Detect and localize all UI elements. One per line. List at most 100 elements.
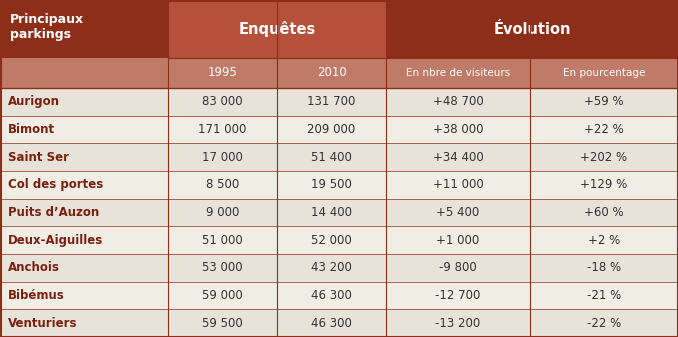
- Bar: [386, 171, 530, 199]
- Bar: [386, 309, 530, 337]
- Bar: [530, 116, 678, 143]
- Text: +34 400: +34 400: [433, 151, 483, 164]
- Text: Aurigon: Aurigon: [8, 95, 60, 108]
- Bar: [277, 88, 386, 116]
- Bar: [530, 309, 678, 337]
- Bar: [530, 58, 678, 88]
- Text: +5 400: +5 400: [437, 206, 479, 219]
- Text: Venturiers: Venturiers: [8, 317, 77, 330]
- Text: Évolution: Évolution: [494, 22, 571, 36]
- Bar: [168, 226, 277, 254]
- Text: 1995: 1995: [207, 66, 237, 80]
- Text: 8 500: 8 500: [206, 178, 239, 191]
- Bar: [168, 171, 277, 199]
- Text: 59 500: 59 500: [202, 317, 243, 330]
- Bar: [168, 0, 386, 58]
- Bar: [168, 88, 277, 116]
- Bar: [386, 254, 530, 282]
- Bar: [0, 143, 168, 171]
- Text: +129 %: +129 %: [580, 178, 628, 191]
- Bar: [168, 58, 277, 88]
- Text: Puits d’Auzon: Puits d’Auzon: [8, 206, 99, 219]
- Text: Enquêtes: Enquêtes: [239, 21, 316, 37]
- Text: 9 000: 9 000: [206, 206, 239, 219]
- Text: Deux-Aiguilles: Deux-Aiguilles: [8, 234, 103, 247]
- Bar: [0, 309, 168, 337]
- Text: En pourcentage: En pourcentage: [563, 68, 645, 78]
- Bar: [530, 88, 678, 116]
- Text: 171 000: 171 000: [198, 123, 247, 136]
- Bar: [386, 0, 678, 58]
- Text: +48 700: +48 700: [433, 95, 483, 108]
- Text: 43 200: 43 200: [311, 261, 352, 274]
- Text: 52 000: 52 000: [311, 234, 352, 247]
- Bar: [277, 226, 386, 254]
- Text: +22 %: +22 %: [584, 123, 624, 136]
- Text: 2010: 2010: [317, 66, 346, 80]
- Text: 14 400: 14 400: [311, 206, 352, 219]
- Bar: [386, 143, 530, 171]
- Bar: [277, 282, 386, 309]
- Bar: [386, 88, 530, 116]
- Bar: [386, 226, 530, 254]
- Text: 46 300: 46 300: [311, 317, 352, 330]
- Bar: [530, 226, 678, 254]
- Bar: [277, 171, 386, 199]
- Bar: [0, 226, 168, 254]
- Bar: [168, 282, 277, 309]
- Bar: [386, 58, 530, 88]
- Text: +1 000: +1 000: [437, 234, 479, 247]
- Bar: [168, 199, 277, 226]
- Text: Bibémus: Bibémus: [8, 289, 65, 302]
- Bar: [168, 309, 277, 337]
- Text: 83 000: 83 000: [202, 95, 243, 108]
- Text: En nbre de visiteurs: En nbre de visiteurs: [406, 68, 510, 78]
- Text: +11 000: +11 000: [433, 178, 483, 191]
- Bar: [277, 143, 386, 171]
- Bar: [168, 116, 277, 143]
- Bar: [0, 282, 168, 309]
- Text: -12 700: -12 700: [435, 289, 481, 302]
- Bar: [530, 199, 678, 226]
- Bar: [277, 309, 386, 337]
- Text: +60 %: +60 %: [584, 206, 624, 219]
- Text: 131 700: 131 700: [307, 95, 356, 108]
- Bar: [530, 282, 678, 309]
- Text: +202 %: +202 %: [580, 151, 628, 164]
- Bar: [277, 116, 386, 143]
- Text: -13 200: -13 200: [435, 317, 481, 330]
- Text: Principaux
parkings: Principaux parkings: [10, 13, 84, 41]
- Bar: [0, 171, 168, 199]
- Text: +2 %: +2 %: [588, 234, 620, 247]
- Text: Bimont: Bimont: [8, 123, 55, 136]
- Text: -9 800: -9 800: [439, 261, 477, 274]
- Text: Anchois: Anchois: [8, 261, 60, 274]
- Text: -21 %: -21 %: [587, 289, 621, 302]
- Text: +59 %: +59 %: [584, 95, 624, 108]
- Text: Saint Ser: Saint Ser: [8, 151, 69, 164]
- Text: 51 400: 51 400: [311, 151, 352, 164]
- Text: -18 %: -18 %: [587, 261, 621, 274]
- Bar: [168, 143, 277, 171]
- Text: 51 000: 51 000: [202, 234, 243, 247]
- Bar: [0, 88, 168, 116]
- Text: 19 500: 19 500: [311, 178, 352, 191]
- Bar: [0, 116, 168, 143]
- Text: 209 000: 209 000: [307, 123, 356, 136]
- Bar: [168, 254, 277, 282]
- Bar: [530, 171, 678, 199]
- Bar: [386, 282, 530, 309]
- Text: 17 000: 17 000: [202, 151, 243, 164]
- Bar: [386, 116, 530, 143]
- Bar: [0, 58, 168, 88]
- Bar: [277, 199, 386, 226]
- Text: -22 %: -22 %: [587, 317, 621, 330]
- Bar: [0, 0, 168, 58]
- Bar: [530, 254, 678, 282]
- Bar: [277, 58, 386, 88]
- Bar: [0, 199, 168, 226]
- Text: 53 000: 53 000: [202, 261, 243, 274]
- Bar: [530, 143, 678, 171]
- Text: 59 000: 59 000: [202, 289, 243, 302]
- Bar: [0, 254, 168, 282]
